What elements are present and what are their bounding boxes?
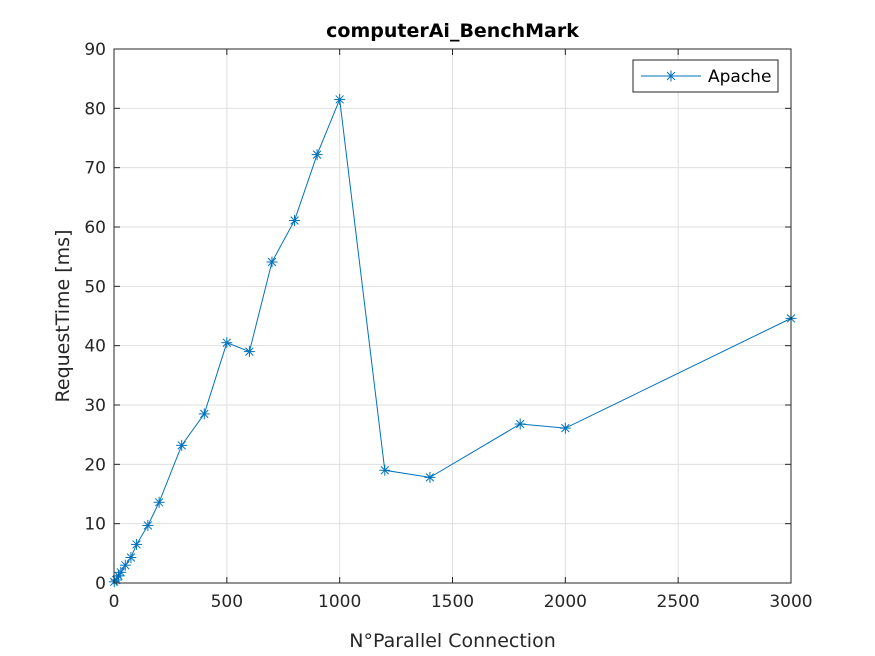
data-point xyxy=(559,422,571,434)
data-point xyxy=(153,496,165,508)
marker-stroke xyxy=(312,150,322,159)
marker-stroke xyxy=(245,347,254,356)
marker-stroke xyxy=(200,409,209,419)
data-point xyxy=(125,551,137,563)
data-point xyxy=(221,337,233,349)
y-tick-label: 90 xyxy=(84,40,106,60)
marker-stroke xyxy=(126,553,136,562)
data-point xyxy=(289,214,301,226)
x-tick-label: 1000 xyxy=(318,592,361,612)
marker-stroke xyxy=(143,521,153,530)
x-tick-label: 1500 xyxy=(431,592,474,612)
y-tick-label: 30 xyxy=(84,396,106,416)
legend[interactable]: Apache xyxy=(632,59,779,93)
y-tick-label: 50 xyxy=(84,277,106,297)
data-point xyxy=(142,519,154,531)
marker-stroke xyxy=(666,71,676,81)
y-tick-label: 70 xyxy=(84,159,106,179)
marker-stroke xyxy=(561,423,570,433)
marker-stroke xyxy=(335,95,344,104)
ticks: 0 500 1000 1500 2000 2500 3000 0 10 20 30 40 50 60 70 8… xyxy=(84,40,812,612)
marker-stroke xyxy=(267,257,277,267)
data-point xyxy=(379,464,391,476)
x-tick-label: 3000 xyxy=(769,592,812,612)
data-point xyxy=(198,408,210,420)
data-point xyxy=(243,346,255,358)
data-point xyxy=(115,566,127,578)
marker-stroke xyxy=(116,568,126,577)
series-layer xyxy=(108,93,797,588)
data-point xyxy=(424,471,436,483)
marker-stroke xyxy=(154,498,164,507)
data-point xyxy=(176,439,188,451)
legend-asterisk xyxy=(665,70,677,82)
y-tick-label: 0 xyxy=(95,574,106,594)
y-tick-label: 60 xyxy=(84,218,106,238)
data-point xyxy=(266,256,278,268)
data-point xyxy=(119,559,131,571)
marker-stroke xyxy=(121,560,130,570)
x-axis-title: N°Parallel Connection xyxy=(349,630,556,652)
marker-stroke xyxy=(222,338,232,347)
x-tick-label: 500 xyxy=(211,592,243,612)
data-point xyxy=(334,93,346,105)
series-line-apache xyxy=(113,97,792,583)
x-tick-label: 2000 xyxy=(544,592,587,612)
y-tick-label: 10 xyxy=(84,515,106,535)
marker-stroke xyxy=(290,216,299,225)
marker-stroke xyxy=(380,466,390,475)
y-axis-title: RequestTime [ms] xyxy=(52,230,74,403)
marker-stroke xyxy=(132,540,141,549)
legend-marker-asterisk xyxy=(665,70,677,82)
data-point xyxy=(311,149,323,161)
data-point xyxy=(514,418,526,430)
marker-stroke xyxy=(177,441,186,450)
chart-title: computerAi_BenchMark xyxy=(326,20,579,42)
legend-label: Apache xyxy=(708,67,771,87)
y-tick-label: 40 xyxy=(84,337,106,357)
marker-stroke xyxy=(425,473,435,482)
data-point xyxy=(131,538,143,550)
x-tick-label: 2500 xyxy=(657,592,700,612)
marker-stroke xyxy=(515,419,525,429)
y-tick-label: 80 xyxy=(84,99,106,119)
y-tick-label: 20 xyxy=(84,455,106,475)
x-tick-label: 0 xyxy=(109,592,120,612)
